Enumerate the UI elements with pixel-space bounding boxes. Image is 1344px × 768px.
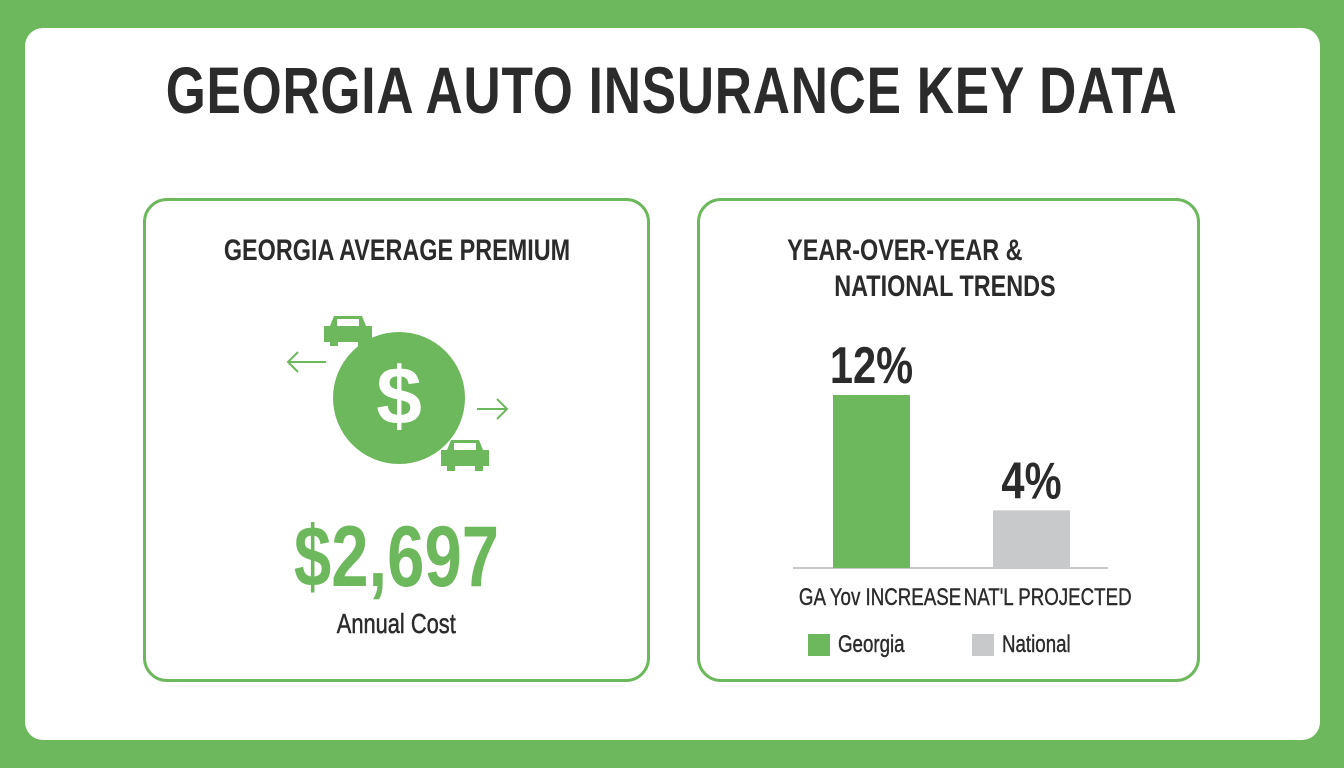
- legend-item-georgia: Georgia: [808, 630, 938, 659]
- legend-swatch: [972, 633, 994, 656]
- dollar-sign-glyph: $: [376, 351, 422, 442]
- x-tick-label: GA Yov INCREASE: [798, 584, 962, 611]
- premium-caption: Annual Cost: [336, 608, 456, 640]
- data-label: 12%: [830, 336, 913, 395]
- bar-national: [993, 510, 1070, 568]
- trends-card: [697, 198, 1200, 682]
- car-icon: [441, 440, 489, 471]
- trends-heading-line1: YEAR-OVER-YEAR &: [787, 234, 1023, 267]
- average-premium-card: [143, 198, 650, 682]
- legend-swatch: [808, 633, 830, 656]
- data-label: 4%: [1001, 451, 1061, 510]
- dollar-circle-icon: [333, 332, 465, 464]
- x-tick-label: NAT'L PROJECTED: [963, 584, 1132, 611]
- arrow-right-icon: [477, 398, 509, 420]
- legend-item-national: National: [972, 630, 1112, 659]
- content-panel: [25, 28, 1320, 740]
- premium-heading: GEORGIA AVERAGE PREMIUM: [223, 234, 570, 267]
- car-icon: [324, 316, 372, 346]
- premium-value: $2,697: [293, 509, 500, 605]
- bar-georgia: [833, 395, 910, 568]
- arrow-left-icon: [286, 351, 326, 373]
- page-title: GEORGIA AUTO INSURANCE KEY DATA: [166, 53, 1178, 127]
- trends-heading-line2: NATIONAL TRENDS: [834, 270, 1056, 303]
